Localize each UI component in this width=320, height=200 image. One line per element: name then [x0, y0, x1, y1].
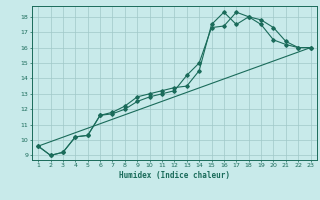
X-axis label: Humidex (Indice chaleur): Humidex (Indice chaleur)	[119, 171, 230, 180]
